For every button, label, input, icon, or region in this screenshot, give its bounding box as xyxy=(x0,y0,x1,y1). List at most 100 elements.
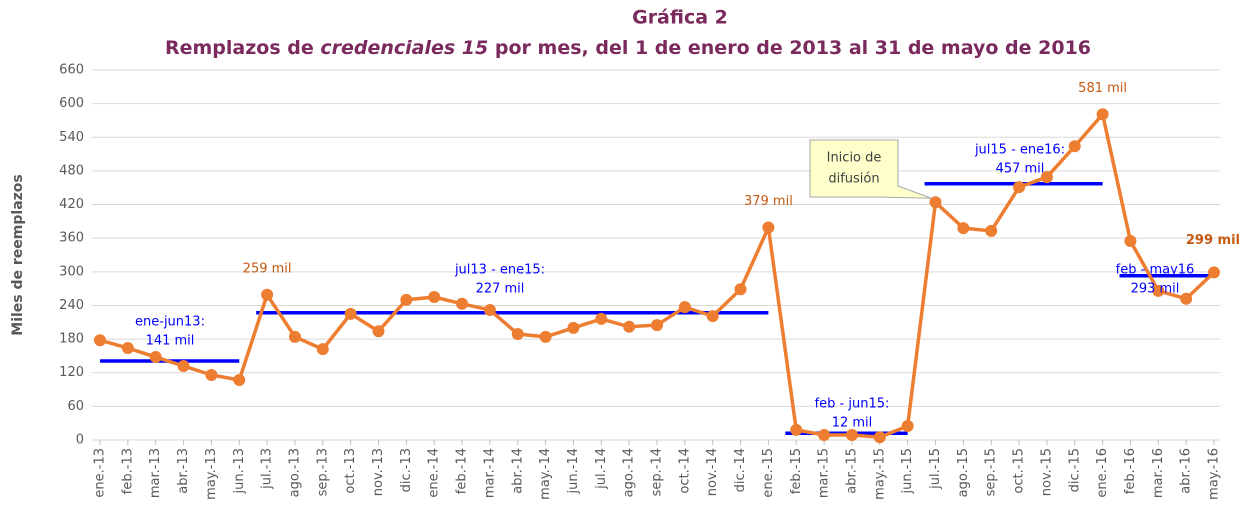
x-tick-label: ene.-16 xyxy=(1095,448,1110,498)
data-point xyxy=(985,224,998,237)
data-label: 259 mil xyxy=(243,261,292,276)
data-point xyxy=(1096,108,1109,121)
average-label: jul15 - ene16: xyxy=(974,143,1065,158)
data-point xyxy=(595,312,608,325)
subtitle-part: credenciales 15 xyxy=(320,37,488,59)
x-tick-label: ene.-14 xyxy=(427,448,442,498)
data-point xyxy=(651,319,663,332)
x-tick-label: oct.-13 xyxy=(343,448,358,494)
x-tick-label: jul.-13 xyxy=(260,448,275,490)
x-tick-label: ene.-13 xyxy=(93,448,108,498)
data-point xyxy=(678,301,691,314)
y-tick-label: 420 xyxy=(59,197,84,212)
data-point xyxy=(483,303,496,316)
average-label: ene-jun13: xyxy=(135,315,205,330)
data-point xyxy=(734,283,747,296)
x-tick-label: jun.-13 xyxy=(232,448,247,494)
y-tick-label: 0 xyxy=(76,433,84,448)
x-tick-label: may.-15 xyxy=(872,448,887,500)
x-tick-label: oct.-14 xyxy=(677,448,692,494)
callout-text: difusión xyxy=(828,172,879,187)
y-tick-label: 240 xyxy=(59,298,84,313)
data-point xyxy=(1180,292,1193,305)
x-tick-label: ene.-15 xyxy=(761,448,776,498)
y-axis-label: Miles de reemplazos xyxy=(10,174,26,335)
data-point xyxy=(177,360,190,372)
data-point xyxy=(149,351,162,364)
x-tick-label: mar.-15 xyxy=(817,448,832,498)
x-tick-label: ago.-13 xyxy=(287,448,302,497)
data-point xyxy=(261,288,274,301)
x-tick-label: nov.-13 xyxy=(371,448,386,496)
subtitle-part: Remplazos de xyxy=(165,37,320,59)
x-tick-label: dic.-13 xyxy=(399,448,414,492)
chart-subtitle: Remplazos de credenciales 15 por mes, de… xyxy=(165,37,1091,59)
x-tick-label: may.-14 xyxy=(538,448,553,500)
y-tick-label: 660 xyxy=(59,63,84,78)
x-tick-label: dic.-14 xyxy=(733,448,748,492)
x-tick-label: sep.-13 xyxy=(315,448,330,496)
chart-title: Gráfica 2 xyxy=(632,7,728,29)
average-label: 457 mil xyxy=(996,162,1045,177)
data-point xyxy=(901,419,914,432)
x-tick-label: mar.-14 xyxy=(482,448,497,498)
x-tick-label: mar.-16 xyxy=(1151,448,1166,498)
x-tick-label: jul.-14 xyxy=(594,448,609,490)
data-point xyxy=(539,330,552,343)
x-tick-label: feb.-16 xyxy=(1123,448,1138,494)
data-point xyxy=(344,307,357,320)
data-point xyxy=(818,428,831,441)
data-point xyxy=(790,423,803,436)
x-tick-label: may.-13 xyxy=(204,448,219,500)
x-tick-label: abr.-14 xyxy=(510,448,525,494)
data-point xyxy=(762,221,775,234)
data-point xyxy=(623,320,636,333)
y-tick-label: 360 xyxy=(59,231,84,246)
average-label: feb - jun15: xyxy=(815,397,890,412)
y-tick-label: 120 xyxy=(59,365,84,380)
data-point xyxy=(316,343,329,356)
data-label: 379 mil xyxy=(744,194,793,209)
callout-text: Inicio de xyxy=(827,151,882,166)
data-point xyxy=(205,368,218,381)
x-tick-label: feb.-13 xyxy=(120,448,135,494)
data-point xyxy=(845,428,858,441)
data-point xyxy=(1040,171,1053,184)
data-point xyxy=(873,431,886,444)
data-point xyxy=(372,325,385,338)
x-tick-label: nov.-15 xyxy=(1039,448,1054,496)
average-label: 12 mil xyxy=(832,416,873,431)
average-label: 293 mil xyxy=(1131,282,1180,297)
x-tick-label: jun.-14 xyxy=(566,448,581,494)
x-tick-label: dic.-15 xyxy=(1067,448,1082,492)
data-point xyxy=(1152,284,1165,297)
data-point xyxy=(428,291,441,304)
x-tick-label: may.-16 xyxy=(1207,448,1222,500)
y-tick-label: 60 xyxy=(67,399,84,414)
data-point xyxy=(567,321,580,334)
data-point xyxy=(288,330,301,343)
data-point xyxy=(957,222,970,235)
average-label: 227 mil xyxy=(476,282,525,297)
x-tick-label: ago.-14 xyxy=(622,448,637,497)
average-label: jul13 - ene15: xyxy=(454,263,545,278)
average-label: 141 mil xyxy=(146,334,195,349)
y-tick-label: 540 xyxy=(59,130,84,145)
x-tick-label: abr.-13 xyxy=(176,448,191,494)
data-point xyxy=(929,196,942,209)
x-tick-label: jul.-15 xyxy=(928,448,943,490)
x-tick-label: abr.-16 xyxy=(1179,448,1194,494)
y-tick-label: 300 xyxy=(59,264,84,279)
y-tick-label: 480 xyxy=(59,163,84,178)
x-tick-label: feb.-15 xyxy=(789,448,804,494)
data-point xyxy=(456,297,469,310)
data-point xyxy=(706,310,719,323)
data-point xyxy=(233,374,246,387)
x-tick-label: ago.-15 xyxy=(956,448,971,497)
data-point xyxy=(121,342,134,355)
subtitle-part: por mes, del 1 de enero de 2013 al 31 de… xyxy=(488,37,1091,59)
y-tick-label: 180 xyxy=(59,332,84,347)
data-label: 581 mil xyxy=(1078,81,1127,96)
data-point xyxy=(1013,181,1026,194)
data-point xyxy=(511,328,524,341)
